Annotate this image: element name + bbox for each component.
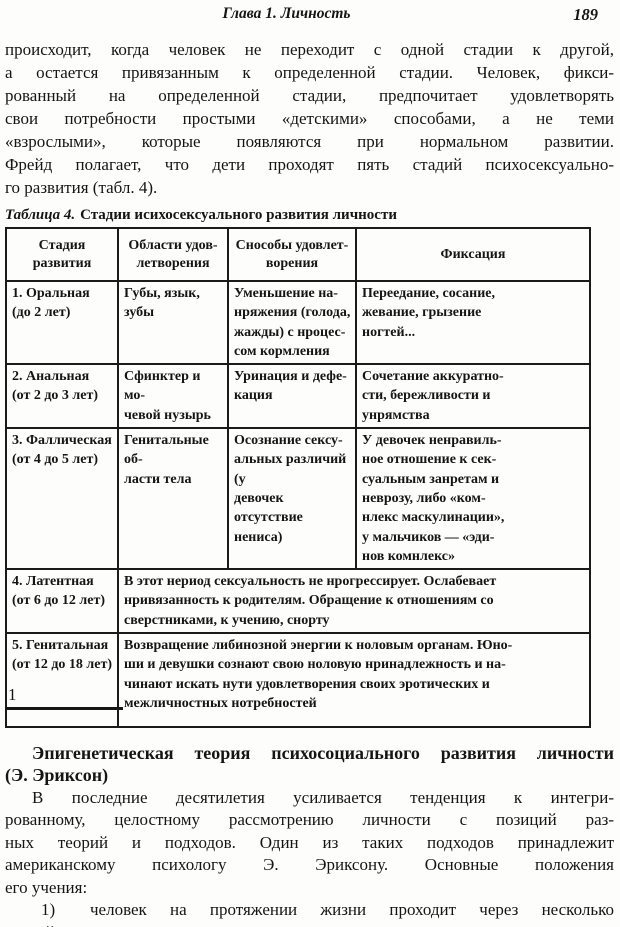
caption-label: Таблица 4. bbox=[5, 207, 76, 223]
cell-description: В этот нериод сексуальность не нрогресси… bbox=[117, 568, 591, 635]
text-line: Фрейд полагает, что дети проходят пять с… bbox=[5, 155, 614, 174]
section-paragraph: В последние десятилетия усиливается тенд… bbox=[5, 787, 614, 899]
text-line: го развития (табл. 4). bbox=[5, 178, 158, 197]
column-header-fixation: Фиксация bbox=[355, 227, 591, 282]
table-row: 2. Анальная (от 2 до 3 лет) Сфинктер и м… bbox=[5, 363, 591, 430]
text-line: В последние десятилетия усиливается тенд… bbox=[32, 788, 614, 808]
text-line: происходит, когда человек не переходит с… bbox=[5, 40, 614, 59]
text-line: американскому психологу Э. Эриксону. Осн… bbox=[5, 855, 614, 875]
footnote-rule bbox=[5, 707, 123, 710]
numbered-item: 1) человек на протяжении жизни проходит … bbox=[5, 899, 614, 922]
text-line: его учения: bbox=[5, 877, 88, 897]
cell-fixation: Сочетание аккуратно- сти, бережливости и… bbox=[355, 363, 591, 430]
cell-areas: Губы, язык, зубы bbox=[117, 279, 229, 366]
text-line: свои потребности простыми «детскими» спо… bbox=[5, 109, 614, 128]
section-heading: Эпигенетическая теория психосоциального … bbox=[5, 742, 614, 786]
cell-fixation: У девочек ненравиль- ное отношение к сек… bbox=[355, 427, 591, 571]
cell-areas: Сфинктер и мо- чевой нузырь bbox=[117, 363, 229, 430]
heading-line: Эпигенетическая теория психосоциального … bbox=[32, 743, 614, 764]
table-caption: Таблица 4. Стадии исихосексуального разви… bbox=[5, 207, 614, 224]
cell-methods: Осознание сексу- альных различий (у дево… bbox=[227, 427, 357, 571]
text-line: ных теорий и подходов. Один из таких под… bbox=[5, 832, 614, 852]
cell-areas: Генитальные об- ласти тела bbox=[117, 427, 229, 571]
table-row: 5. Генитальная (от 12 до 18 лет) Возвращ… bbox=[5, 632, 591, 729]
cell-stage: 2. Анальная (от 2 до 3 лет) bbox=[5, 363, 119, 430]
chapter-title: Глава 1. Личность bbox=[222, 5, 351, 22]
table-row: 4. Латентная (от 6 до 12 лет) В этот нер… bbox=[5, 568, 591, 635]
column-header-stage: Стадия развития bbox=[5, 227, 119, 282]
table-row: 3. Фаллическая (от 4 до 5 лет) Генитальн… bbox=[5, 427, 591, 571]
footnote-marker: 1 bbox=[8, 685, 17, 704]
cell-methods: Уменьшение на- нряжения (голода, жажды) … bbox=[227, 279, 357, 366]
table-header-row: Стадия развития Области удов- летворения… bbox=[5, 227, 591, 282]
cell-stage: 3. Фаллическая (от 4 до 5 лет) bbox=[5, 427, 119, 571]
text-line: рованный на определенной стадии, предпоч… bbox=[5, 86, 614, 105]
text-line: рованному, целостному рассмотрению лично… bbox=[5, 810, 614, 830]
running-head: Глава 1. Личность 189 bbox=[5, 5, 614, 24]
cell-methods: Уринация и дефе- кация bbox=[227, 363, 357, 430]
text-line: а остается привязанным к определенной ст… bbox=[5, 63, 614, 82]
column-header-methods: Снособы удовлет- ворения bbox=[227, 227, 357, 282]
psychosexual-stages-table: Стадия развития Области удов- летворения… bbox=[5, 227, 591, 729]
cell-stage: 5. Генитальная (от 12 до 18 лет) bbox=[5, 632, 119, 729]
numbered-item-continuation: стадий, универсальных для всего человече… bbox=[5, 922, 614, 927]
page-number: 189 bbox=[573, 5, 598, 24]
table-row: 1. Оральная (до 2 лет) Губы, язык, зубы … bbox=[5, 279, 591, 366]
text-line: «взрослыми», которые появляются при норм… bbox=[5, 132, 614, 151]
item-marker: 1) bbox=[41, 900, 56, 920]
cell-fixation: Переедание, сосание, жевание, грызение н… bbox=[355, 279, 591, 366]
heading-line: (Э. Эриксон) bbox=[5, 765, 109, 786]
cell-stage: 4. Латентная (от 6 до 12 лет) bbox=[5, 568, 119, 635]
intro-paragraph: происходит, когда человек не переходит с… bbox=[5, 38, 614, 199]
cell-stage: 1. Оральная (до 2 лет) bbox=[5, 279, 119, 366]
caption-title: Стадии исихосексуального развития личнос… bbox=[80, 207, 397, 223]
column-header-areas: Области удов- летворения bbox=[117, 227, 229, 282]
cell-description: Возвращение либинозной энергии к ноловым… bbox=[117, 632, 591, 729]
item-text: человек на протяжении жизни проходит чер… bbox=[90, 900, 614, 920]
